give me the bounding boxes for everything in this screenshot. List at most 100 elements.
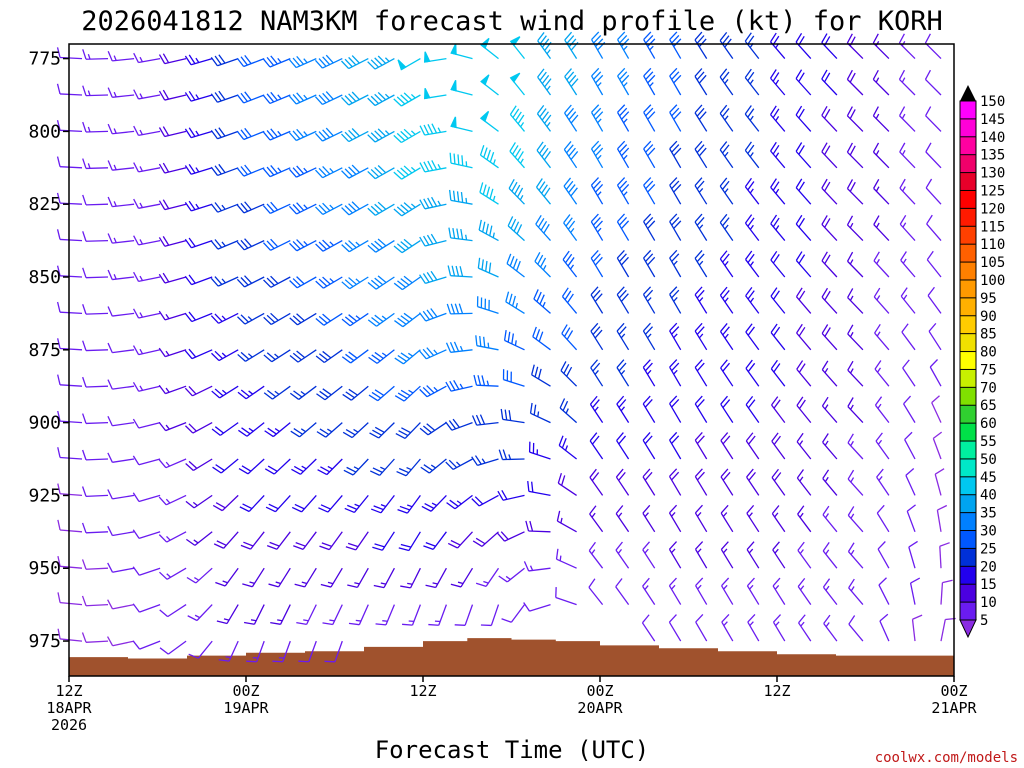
wind-barb xyxy=(238,422,265,437)
colorbar-swatch xyxy=(960,297,976,316)
wind-barb xyxy=(448,227,473,242)
y-tick-label: 775 xyxy=(28,49,61,70)
wind-barb xyxy=(537,68,552,96)
wind-barb xyxy=(940,579,953,605)
wind-barb xyxy=(795,105,812,132)
x-tick-label: 12Z xyxy=(55,682,82,700)
wind-barb xyxy=(746,504,760,533)
wind-barb xyxy=(288,202,317,215)
x-tick-label: 12Z xyxy=(409,682,436,700)
wind-barb xyxy=(264,458,291,475)
wind-barb xyxy=(56,265,83,278)
wind-barb xyxy=(771,505,786,533)
wind-barb xyxy=(506,253,525,278)
colorbar-label: 40 xyxy=(980,488,997,504)
wind-barb xyxy=(107,51,135,62)
wind-barb xyxy=(159,640,187,655)
wind-barb xyxy=(563,177,578,205)
wind-barb xyxy=(448,189,473,205)
wind-barb xyxy=(158,494,187,506)
wind-barb xyxy=(56,156,83,169)
wind-barb xyxy=(56,301,83,315)
wind-barb xyxy=(184,237,213,249)
wind-barb xyxy=(81,632,109,643)
wind-barb xyxy=(846,142,864,169)
wind-barb xyxy=(558,435,577,460)
wind-barb xyxy=(795,287,812,314)
wind-barb xyxy=(590,359,604,387)
colorbar-label: 10 xyxy=(980,595,997,611)
wind-barb xyxy=(898,33,916,60)
wind-barb xyxy=(821,178,838,205)
credit-text: coolwx.com/models xyxy=(875,750,1018,766)
wind-barb xyxy=(236,201,265,214)
wind-barb xyxy=(262,91,291,105)
wind-barb xyxy=(82,413,109,425)
wind-barb xyxy=(642,395,656,423)
wind-barb xyxy=(478,219,499,242)
wind-barb xyxy=(343,458,369,476)
wind-barb xyxy=(498,567,525,583)
wind-barb xyxy=(745,359,760,387)
wind-barb xyxy=(266,531,291,550)
x-tick-label: 2026 xyxy=(51,716,87,734)
wind-barb xyxy=(82,304,109,315)
wind-barb xyxy=(447,265,473,278)
wind-barb xyxy=(745,323,760,351)
wind-barb xyxy=(263,312,291,326)
wind-barb xyxy=(745,395,760,423)
wind-barb xyxy=(133,125,161,137)
colorbar-label: 95 xyxy=(980,291,997,307)
wind-barb xyxy=(797,577,812,605)
colorbar-label: 20 xyxy=(980,559,997,575)
wind-barb xyxy=(262,55,291,68)
wind-barb xyxy=(237,312,265,325)
colorbar-swatch xyxy=(960,566,976,585)
wind-barb xyxy=(561,324,578,351)
wind-barb xyxy=(370,495,395,514)
wind-barb xyxy=(315,202,343,215)
wind-barb xyxy=(906,504,916,533)
wind-barb xyxy=(744,105,760,132)
colorbar-swatch xyxy=(960,423,976,442)
wind-barb xyxy=(770,214,786,242)
wind-barb xyxy=(772,577,786,605)
wind-barb xyxy=(795,142,812,169)
wind-barb xyxy=(562,250,578,278)
wind-barb xyxy=(939,542,950,569)
wind-barb xyxy=(822,542,838,569)
wind-barb xyxy=(911,614,923,642)
wind-barb xyxy=(795,69,812,96)
wind-barb xyxy=(523,602,551,612)
wind-barb xyxy=(185,458,213,472)
terrain-layer xyxy=(69,638,954,676)
wind-barb xyxy=(498,449,525,461)
colorbar-swatch xyxy=(960,602,976,620)
wind-barb xyxy=(847,397,864,424)
wind-barb xyxy=(212,494,239,512)
wind-barb xyxy=(746,577,760,605)
wind-barb xyxy=(132,529,161,539)
wind-barb xyxy=(771,432,786,460)
wind-barb xyxy=(445,418,473,431)
wind-barb xyxy=(796,432,812,460)
wind-barb xyxy=(291,458,317,475)
x-tick-label: 00Z xyxy=(232,682,259,700)
wind-barb xyxy=(668,541,682,569)
wind-barb xyxy=(294,567,317,588)
wind-barb xyxy=(588,578,604,606)
wind-barb xyxy=(589,468,604,496)
wind-barb xyxy=(769,69,786,96)
wind-barb xyxy=(821,324,838,351)
wind-barb xyxy=(132,566,161,576)
wind-barb xyxy=(669,213,682,241)
wind-barb xyxy=(82,85,109,97)
wind-barb xyxy=(874,396,890,423)
wind-barb xyxy=(770,141,786,169)
wind-barb xyxy=(899,214,916,242)
wind-barb xyxy=(158,126,187,138)
wind-barb xyxy=(210,312,239,324)
y-tick-label: 925 xyxy=(28,485,61,506)
